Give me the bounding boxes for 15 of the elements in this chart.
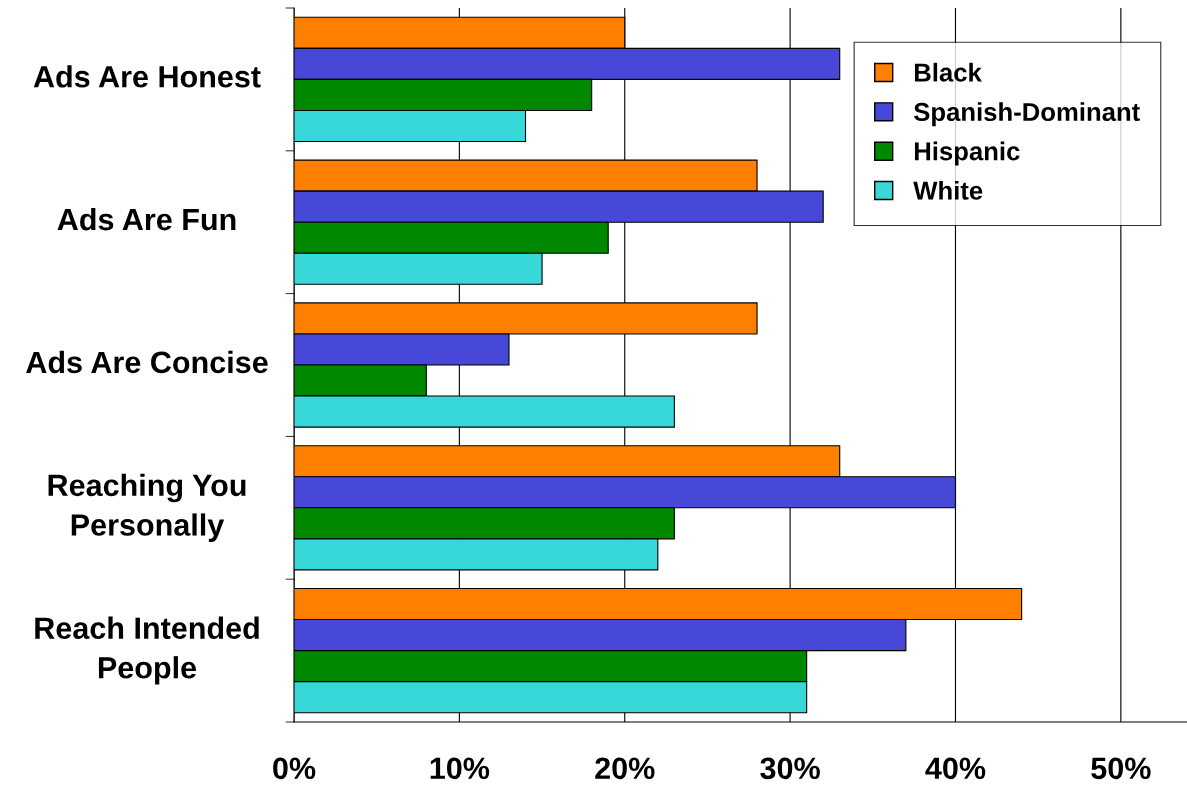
x-tick-label: 20%	[595, 757, 655, 780]
y-tick-label: Ads Are Honest	[33, 65, 261, 88]
x-tick-label: 30%	[760, 757, 820, 780]
y-tick-label: Ads Are Concise	[26, 350, 268, 374]
y-tick-label: Ads Are Fun	[57, 207, 236, 231]
x-tick-label: 0%	[273, 757, 316, 780]
y-tick-label: Reach Intended People	[35, 616, 259, 685]
x-tick-label: 10%	[430, 757, 490, 780]
legend-label: Black	[914, 62, 982, 82]
legend-label: White	[913, 180, 983, 200]
x-tick-label: 40%	[925, 757, 986, 780]
legend-label: Hispanic	[914, 141, 1020, 166]
x-tick-label: 50%	[1091, 757, 1151, 780]
y-tick-label: Reaching You Personally	[48, 473, 246, 542]
legend-label: Spanish-Dominant	[913, 102, 1140, 127]
